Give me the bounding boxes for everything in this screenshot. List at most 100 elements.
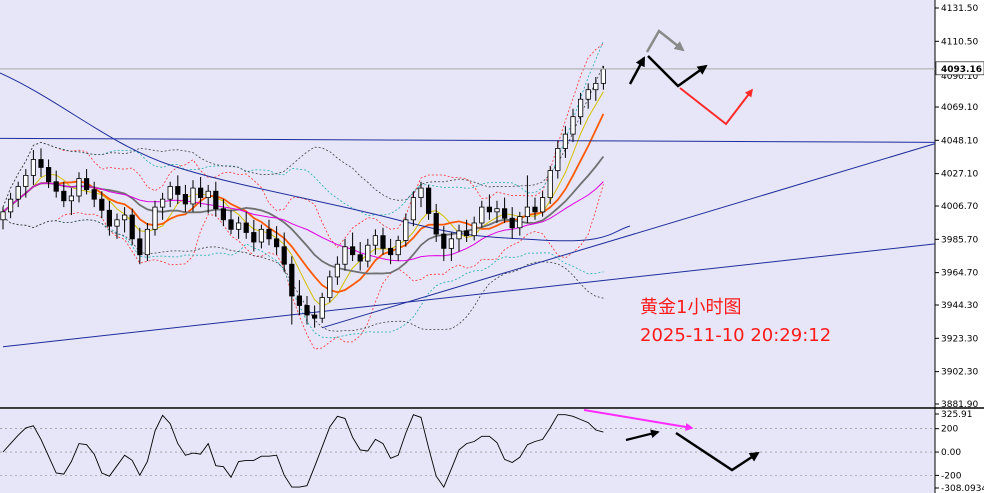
price-tick-label: 3923.30	[941, 334, 978, 344]
candle-body	[266, 228, 272, 240]
candle-body	[114, 219, 120, 227]
candle-body	[7, 198, 14, 213]
candle-body	[578, 98, 584, 118]
trendline-1	[2, 243, 936, 348]
candle-body	[38, 159, 44, 168]
candle-body	[501, 208, 508, 219]
candle-body	[159, 198, 166, 208]
bollinger-bands	[2, 40, 604, 350]
candle-body	[600, 68, 607, 84]
ma-orange	[2, 113, 605, 294]
price-tick-label: 4090.10	[941, 72, 978, 82]
candle-body	[342, 246, 348, 265]
candle-body	[61, 190, 67, 202]
candle-body	[15, 186, 21, 200]
projection-arrows	[583, 29, 760, 472]
candle-body	[425, 187, 432, 214]
candle-body	[137, 238, 143, 256]
candle-body	[175, 186, 181, 195]
candle-body	[122, 214, 128, 221]
price-tick-label: 4069.10	[941, 103, 978, 113]
candle-body	[167, 186, 173, 200]
price-tick-label: 3902.30	[941, 368, 978, 378]
candle-body	[486, 206, 493, 213]
candle-body	[99, 198, 105, 211]
candle-body	[410, 197, 417, 221]
price-tick-label: 3985.70	[941, 235, 978, 245]
candle-body	[273, 238, 280, 248]
candle-body	[349, 246, 356, 256]
candle-body	[532, 206, 538, 213]
candle-body	[258, 228, 265, 243]
osc-tick-label: 325.91	[941, 410, 973, 420]
osc-arrow-up-black	[625, 429, 660, 442]
candle-body	[593, 82, 599, 91]
long-ma-navy	[0, 72, 631, 242]
arrow-gray-projection	[645, 29, 685, 53]
arrow-black-projection	[647, 55, 708, 88]
candle-body	[251, 232, 257, 243]
band-gray-up	[2, 64, 604, 208]
candle-body	[357, 254, 363, 262]
candle-body	[152, 206, 158, 230]
osc-tick-label: 200	[941, 425, 958, 435]
osc-tick-label: -200	[941, 471, 962, 481]
candle-body	[84, 178, 90, 191]
osc-arrow-magenta	[583, 409, 694, 431]
candle-body	[471, 222, 477, 237]
candle-body	[433, 213, 439, 235]
candle-body	[289, 263, 295, 297]
candle-body	[182, 194, 188, 205]
candle-body	[213, 190, 219, 210]
candle-body	[479, 206, 485, 224]
trendlines	[0, 72, 936, 348]
candle-body	[197, 187, 204, 198]
candle-body	[418, 187, 424, 198]
candlesticks	[0, 65, 607, 328]
candle-body	[205, 190, 211, 198]
candle-body	[30, 159, 37, 176]
candle-body	[509, 217, 515, 229]
price-axis: 4131.50 4110.50 4069.10 4048.10 4027.10 4006.…	[0, 4, 984, 410]
candle-body	[281, 246, 287, 265]
candle-body	[304, 305, 310, 316]
oscillator-line	[2, 414, 604, 489]
candle-body	[23, 174, 29, 187]
price-tick-label: 3964.70	[941, 269, 978, 279]
price-tick-label: 4131.50	[941, 4, 978, 14]
candle-body	[319, 297, 325, 319]
candle-body	[129, 214, 135, 240]
band-red-dn	[2, 183, 604, 350]
candle-body	[456, 230, 462, 240]
candle-body	[190, 187, 196, 205]
candle-body	[296, 295, 303, 306]
price-tick-label: 4110.50	[941, 37, 978, 47]
main-plot-area	[0, 0, 935, 408]
candle-body	[106, 209, 112, 227]
price-tick-label: 4048.10	[941, 136, 978, 146]
candle-body	[0, 211, 6, 221]
candle-body	[311, 314, 318, 319]
candle-body	[547, 170, 553, 198]
candle-body	[46, 167, 52, 183]
band-red-up	[2, 43, 604, 249]
candle-body	[570, 116, 576, 135]
price-tick-label: 3944.30	[941, 301, 978, 311]
candle-body	[403, 219, 409, 241]
candle-body	[243, 222, 249, 233]
candle-body	[494, 208, 500, 213]
candle-body	[562, 133, 569, 149]
candle-body	[585, 89, 591, 100]
candle-body	[144, 228, 150, 256]
band-gray-dn	[2, 216, 604, 332]
chart-timestamp: 2025-11-10 20:29:12	[640, 325, 831, 346]
candle-body	[524, 206, 531, 218]
candle-body	[555, 148, 561, 172]
candle-body	[380, 235, 386, 249]
price-axis-bg	[935, 0, 984, 493]
chart-title: 黄金1小时图	[640, 297, 741, 318]
arrow-up-black	[628, 56, 646, 85]
trendline-2	[322, 143, 936, 329]
arrow-red-projection	[679, 87, 753, 126]
